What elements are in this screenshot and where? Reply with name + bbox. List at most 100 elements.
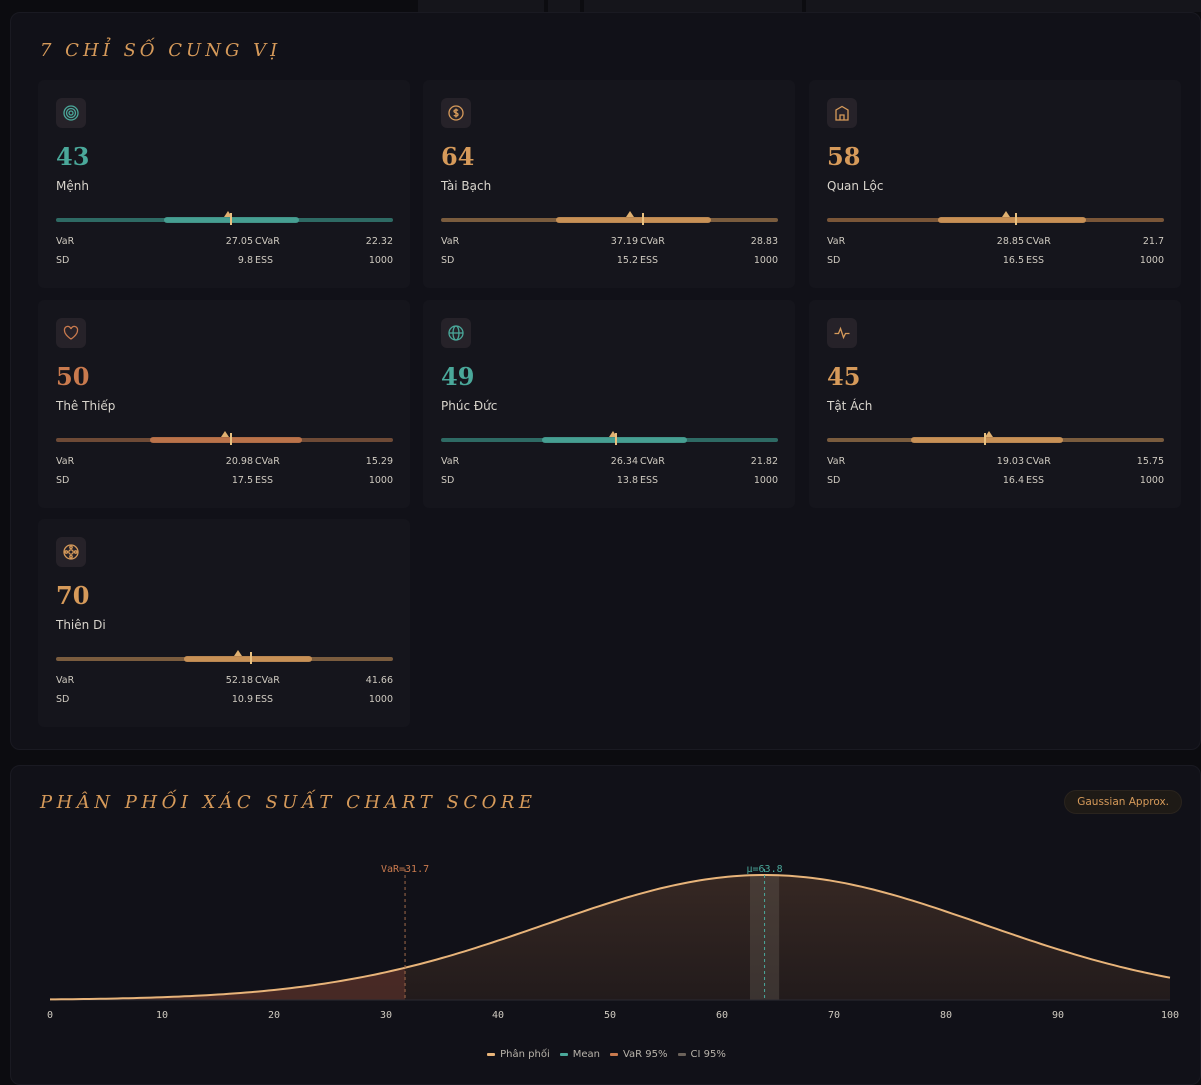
- x-tick-label: 30: [380, 1010, 392, 1021]
- mean-marker: [615, 433, 618, 445]
- target-icon: [56, 98, 86, 128]
- score-track: [441, 211, 778, 226]
- legend-label: VaR 95%: [622, 1049, 668, 1060]
- var-value: 52.18: [225, 675, 253, 686]
- sd-label: SD: [441, 255, 455, 266]
- var-value: 26.34: [610, 456, 638, 467]
- mean-marker: [250, 652, 253, 664]
- distribution-area: [50, 875, 1170, 1000]
- legend-swatch: [609, 1052, 618, 1056]
- score-track: [56, 431, 393, 446]
- x-tick-label: 40: [492, 1010, 504, 1021]
- var-value: 37.19: [610, 236, 638, 247]
- mean-marker: [1014, 213, 1017, 225]
- cung-vi-title: 7 CHỈ SỐ CUNG VỊ: [40, 40, 282, 61]
- card-name: Thê Thiếp: [56, 399, 116, 413]
- score-marker: [233, 650, 242, 656]
- cvar-value: 41.66: [365, 675, 393, 686]
- cung-card-7[interactable]: 70 Thiên Di VaR 52.18 CVaR 41.66 SD 10.9…: [38, 519, 410, 727]
- sd-label: SD: [441, 475, 455, 486]
- var-label: VaR: [56, 675, 75, 686]
- building-icon: [827, 98, 857, 128]
- ess-label: ESS: [255, 475, 274, 486]
- ci-range: [555, 217, 711, 223]
- legend-label: CI 95%: [690, 1049, 726, 1060]
- score-track: [827, 211, 1164, 226]
- card-name: Thiên Di: [56, 618, 106, 632]
- sd-value: 16.5: [1002, 255, 1024, 266]
- legend-swatch: [559, 1052, 568, 1056]
- legend-item[interactable]: Phân phối: [487, 1049, 550, 1060]
- distribution-chart: VaR=31.7 μ=63.8 0 10 20 30 40 50 60 70 80 90 100: [47, 864, 1179, 1021]
- card-name: Phúc Đức: [441, 399, 498, 413]
- sd-label: SD: [56, 475, 70, 486]
- cung-card-1[interactable]: 43 Mệnh VaR 27.05 CVaR 22.32 SD 9.8 ESS …: [38, 80, 410, 288]
- ci-range: [184, 656, 313, 662]
- ci-range: [150, 437, 302, 443]
- legend-item[interactable]: CI 95%: [677, 1049, 726, 1060]
- compass-icon: [56, 537, 86, 567]
- x-tick-label: 70: [828, 1010, 840, 1021]
- x-tick-label: 100: [1161, 1010, 1179, 1021]
- x-tick-label: 50: [604, 1010, 616, 1021]
- score-track: [56, 650, 393, 665]
- cvar-label: CVaR: [255, 456, 280, 467]
- chart-legend: Phân phối Mean VaR 95% CI 95%: [11, 1049, 1201, 1060]
- card-score: 43: [56, 142, 90, 171]
- sd-value: 13.8: [616, 475, 638, 486]
- gaussian-approx-badge[interactable]: Gaussian Approx.: [1064, 790, 1182, 814]
- cvar-label: CVaR: [1026, 456, 1051, 467]
- cvar-label: CVaR: [1026, 236, 1051, 247]
- ci-range: [911, 437, 1063, 443]
- cung-card-4[interactable]: 50 Thê Thiếp VaR 20.98 CVaR 15.29 SD 17.…: [38, 300, 410, 508]
- var-value: 28.85: [996, 236, 1024, 247]
- legend-item[interactable]: Mean: [559, 1049, 600, 1060]
- cung-card-5[interactable]: 49 Phúc Đức VaR 26.34 CVaR 21.82 SD 13.8…: [423, 300, 795, 508]
- legend-swatch: [677, 1052, 686, 1056]
- ess-label: ESS: [1026, 255, 1045, 266]
- legend-label: Mean: [572, 1049, 600, 1060]
- card-name: Tài Bạch: [441, 179, 492, 193]
- cvar-value: 28.83: [750, 236, 778, 247]
- ci-range: [938, 217, 1087, 223]
- score-marker: [220, 431, 229, 437]
- ess-label: ESS: [640, 475, 659, 486]
- var-value: 27.05: [225, 236, 253, 247]
- cvar-value: 15.29: [365, 456, 393, 467]
- cung-card-3[interactable]: 58 Quan Lộc VaR 28.85 CVaR 21.7 SD 16.5 …: [809, 80, 1181, 288]
- ess-value: 1000: [368, 255, 393, 266]
- score-marker: [625, 211, 634, 217]
- score-track: [56, 211, 393, 226]
- x-tick-label: 10: [156, 1010, 168, 1021]
- var-label: VaR: [56, 236, 75, 247]
- legend-item[interactable]: VaR 95%: [609, 1049, 668, 1060]
- var-value: 20.98: [225, 456, 253, 467]
- cung-vi-panel: 7 CHỈ SỐ CUNG VỊ 43 Mệnh VaR 27.05 CVaR …: [10, 12, 1201, 750]
- ess-value: 1000: [1139, 255, 1164, 266]
- sd-label: SD: [56, 255, 70, 266]
- x-tick-label: 90: [1052, 1010, 1064, 1021]
- ess-label: ESS: [255, 694, 274, 705]
- sd-value: 10.9: [231, 694, 253, 705]
- distribution-panel: PHÂN PHỐI XÁC SUẤT CHART SCORE Gaussian …: [10, 765, 1201, 1085]
- distribution-line: [50, 874, 1171, 1001]
- score-marker: [1001, 211, 1010, 217]
- var-label: VaR=31.7: [381, 864, 429, 875]
- var-value: 19.03: [996, 456, 1024, 467]
- score-marker: [984, 431, 993, 437]
- x-tick-label: 0: [47, 1010, 53, 1021]
- legend-label: Phân phối: [500, 1049, 550, 1060]
- card-score: 58: [827, 142, 861, 171]
- cung-card-6[interactable]: 45 Tật Ách VaR 19.03 CVaR 15.75 SD 16.4 …: [809, 300, 1181, 508]
- cvar-label: CVaR: [255, 675, 280, 686]
- card-score: 50: [56, 362, 90, 391]
- var-label: VaR: [441, 456, 460, 467]
- ess-value: 1000: [753, 255, 778, 266]
- sd-value: 17.5: [231, 475, 253, 486]
- var-label: VaR: [441, 236, 460, 247]
- card-score: 49: [441, 362, 475, 391]
- cung-card-2[interactable]: 64 Tài Bạch VaR 37.19 CVaR 28.83 SD 15.2…: [423, 80, 795, 288]
- ess-label: ESS: [640, 255, 659, 266]
- top-bar-fragments: [0, 0, 1201, 12]
- mean-marker: [230, 213, 233, 225]
